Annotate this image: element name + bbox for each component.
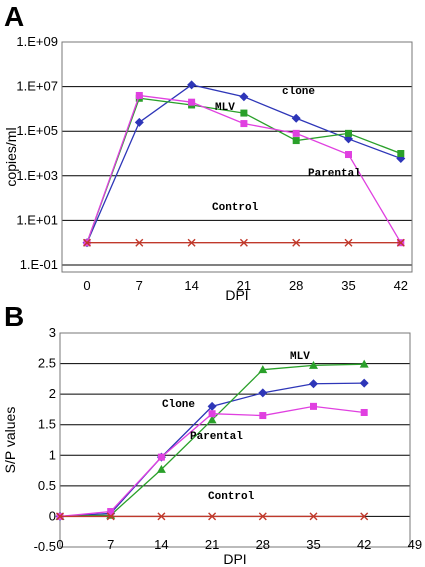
panel-b-point-clone: [359, 378, 369, 388]
panel-b-point-mlv: [156, 464, 166, 473]
panel-a-point-clone: [291, 113, 301, 123]
panel-b-point-control: [157, 512, 166, 521]
panel-b-annotation-control: Control: [208, 491, 255, 503]
panel-a-point-control: [239, 238, 248, 247]
panel-a-letter: A: [4, 1, 24, 32]
panel-a-annotation-control: Control: [212, 202, 259, 214]
panel-a-point-control: [83, 238, 91, 247]
panel-a-y-tick-label: 1.E+07: [16, 79, 58, 94]
panel-b-point-mlv: [207, 415, 217, 424]
panel-a-x-axis-label: DPI: [225, 287, 248, 303]
panel-b-point-parental: [208, 410, 216, 418]
panel-a: A 1.E-01 1.E+01 1.E+03 1.E+05 1.E+07 1.E+09 0…: [3, 1, 413, 303]
panel-b: B -0.500.511.522.53 0 7 14 21 28 35 42 49 DPI S…: [2, 301, 422, 567]
panel-b-series: [55, 359, 369, 521]
panel-b-plot-frame: [59, 332, 411, 548]
panel-b-y-tick-label: 0: [49, 508, 56, 523]
panel-b-y-tick-label: 2: [49, 386, 56, 401]
panel-a-y-tick-label: 1.E+09: [16, 34, 58, 49]
panel-b-point-mlv: [309, 360, 318, 369]
panel-b-y-tick-label: 3: [49, 325, 56, 340]
panel-a-point-clone: [187, 80, 197, 90]
panel-b-x-tick-label: 7: [107, 537, 114, 552]
panel-b-y-tick-label: 2.5: [38, 356, 56, 371]
panel-a-point-parental: [240, 120, 248, 128]
panel-a-point-clone: [134, 117, 144, 127]
panel-a-x-tick-label: 42: [394, 278, 408, 293]
panel-a-point-control: [187, 238, 196, 247]
panel-a-annotation-parental: Parental: [308, 168, 361, 180]
panel-b-y-tick-label: 1: [49, 447, 56, 462]
panel-b-point-mlv: [258, 365, 268, 374]
panel-b-point-control: [360, 512, 369, 521]
panel-a-x-tick-label: 0: [83, 278, 90, 293]
panel-a-y-tick-label: 1.E+01: [16, 212, 58, 227]
panel-b-annotation-clone: Clone: [162, 399, 195, 411]
panel-a-point-parental: [188, 98, 196, 106]
panel-a-gridlines: [62, 41, 412, 266]
panel-a-x-tick-labels: 0 7 14 21 28 35 42: [83, 278, 408, 293]
panel-a-y-axis-label: copies/ml: [3, 127, 19, 186]
panel-b-point-parental: [157, 453, 165, 461]
panel-b-x-axis-label: DPI: [223, 551, 246, 567]
panel-b-point-control: [208, 512, 217, 521]
panel-a-point-parental: [345, 151, 352, 159]
panel-a-point-mlv: [345, 129, 352, 137]
panel-a-point-parental: [135, 91, 143, 99]
panel-b-point-control: [106, 512, 115, 521]
panel-b-point-parental: [310, 402, 317, 410]
panel-b-y-tick-label: 1.5: [38, 417, 56, 432]
panel-a-x-tick-label: 35: [341, 278, 355, 293]
panel-a-plot-frame: [61, 41, 413, 273]
panel-b-x-tick-label: 0: [56, 537, 63, 552]
panel-a-x-tick-label: 28: [289, 278, 303, 293]
panel-a-annotation-mlv: MLV: [215, 102, 235, 114]
panel-b-point-parental: [360, 408, 368, 416]
panel-b-point-parental: [259, 412, 267, 420]
panel-b-point-clone: [258, 388, 268, 398]
panel-a-y-tick-labels: 1.E-01 1.E+01 1.E+03 1.E+05 1.E+07 1.E+09: [16, 34, 58, 272]
panel-a-point-mlv: [397, 150, 405, 157]
panel-b-y-tick-label: 0.5: [38, 478, 56, 493]
panel-b-x-tick-label: 35: [306, 537, 320, 552]
panel-a-x-tick-label: 7: [136, 278, 143, 293]
panel-b-point-clone: [309, 379, 318, 389]
panel-a-point-control: [292, 238, 301, 247]
panel-a-x-tick-label: 14: [184, 278, 198, 293]
panel-b-point-control: [56, 512, 64, 521]
panel-a-point-control: [344, 238, 353, 247]
panel-b-x-tick-labels: 0 7 14 21 28 35 42 49: [56, 537, 422, 552]
panel-a-point-control: [135, 238, 144, 247]
panel-b-x-tick-label: 49: [408, 537, 422, 552]
panel-b-x-tick-label: 28: [256, 537, 270, 552]
panel-b-y-tick-label: -0.5: [34, 539, 56, 554]
panel-b-x-tick-label: 42: [357, 537, 371, 552]
panel-b-point-mlv: [359, 359, 369, 368]
panel-a-point-parental: [292, 129, 300, 137]
panel-a-y-tick-label: 1.E-01: [20, 257, 58, 272]
panel-a-y-tick-label: 1.E+03: [16, 168, 58, 183]
panel-b-x-tick-label: 14: [154, 537, 168, 552]
panel-a-annotation-clone: clone: [282, 86, 315, 98]
panel-b-x-tick-label: 21: [205, 537, 219, 552]
panel-b-point-clone: [207, 401, 217, 411]
panel-b-point-control: [258, 512, 267, 521]
panel-b-y-tick-labels: -0.5 0 0.5 1 1.5 2 2.5 3: [34, 325, 56, 554]
panel-b-annotation-mlv: MLV: [290, 351, 310, 363]
panel-b-y-axis-label: S/P values: [2, 407, 18, 474]
panel-a-series: [82, 80, 406, 248]
panel-b-annotation-parental: Parental: [190, 431, 243, 443]
panel-b-point-parental: [107, 508, 115, 516]
panel-b-point-control: [309, 512, 318, 521]
panel-a-point-clone: [239, 92, 249, 102]
panel-a-point-mlv: [240, 109, 248, 117]
panel-a-point-control: [396, 238, 405, 247]
panel-b-letter: B: [4, 301, 24, 332]
panel-a-y-tick-label: 1.E+05: [16, 123, 58, 138]
panel-a-x-tick-label: 21: [237, 278, 251, 293]
panel-a-point-mlv: [292, 137, 300, 145]
